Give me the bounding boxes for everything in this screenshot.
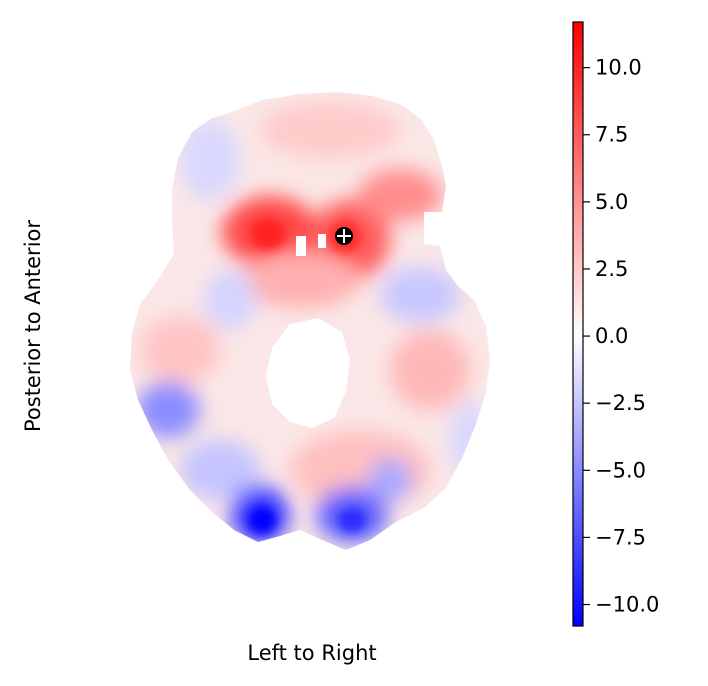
colorbar-tick-label: −10.0 xyxy=(595,593,659,617)
brain-slice xyxy=(130,92,490,550)
colorbar: 10.0 7.5 5.0 2.5 0.0 −2.5 −5.0 −7.5 −10.0 xyxy=(572,21,659,627)
colorbar-tick-label: −7.5 xyxy=(595,525,646,549)
colorbar-tick-label: 7.5 xyxy=(595,123,628,147)
x-axis-label: Left to Right xyxy=(247,641,376,665)
colorbar-tick-label: 10.0 xyxy=(595,56,642,80)
colorbar-tick-label: −5.0 xyxy=(595,458,646,482)
y-axis-label: Posterior to Anterior xyxy=(21,220,45,432)
peak-marker-icon xyxy=(335,227,353,245)
colorbar-tick-label: 0.0 xyxy=(595,324,628,348)
colorbar-gradient xyxy=(572,21,584,627)
colorbar-tick-label: −2.5 xyxy=(595,391,646,415)
colorbar-tick-label: 5.0 xyxy=(595,190,628,214)
colorbar-tick-label: 2.5 xyxy=(595,257,628,281)
colorbar-ticks: 10.0 7.5 5.0 2.5 0.0 −2.5 −5.0 −7.5 −10.0 xyxy=(583,56,659,617)
